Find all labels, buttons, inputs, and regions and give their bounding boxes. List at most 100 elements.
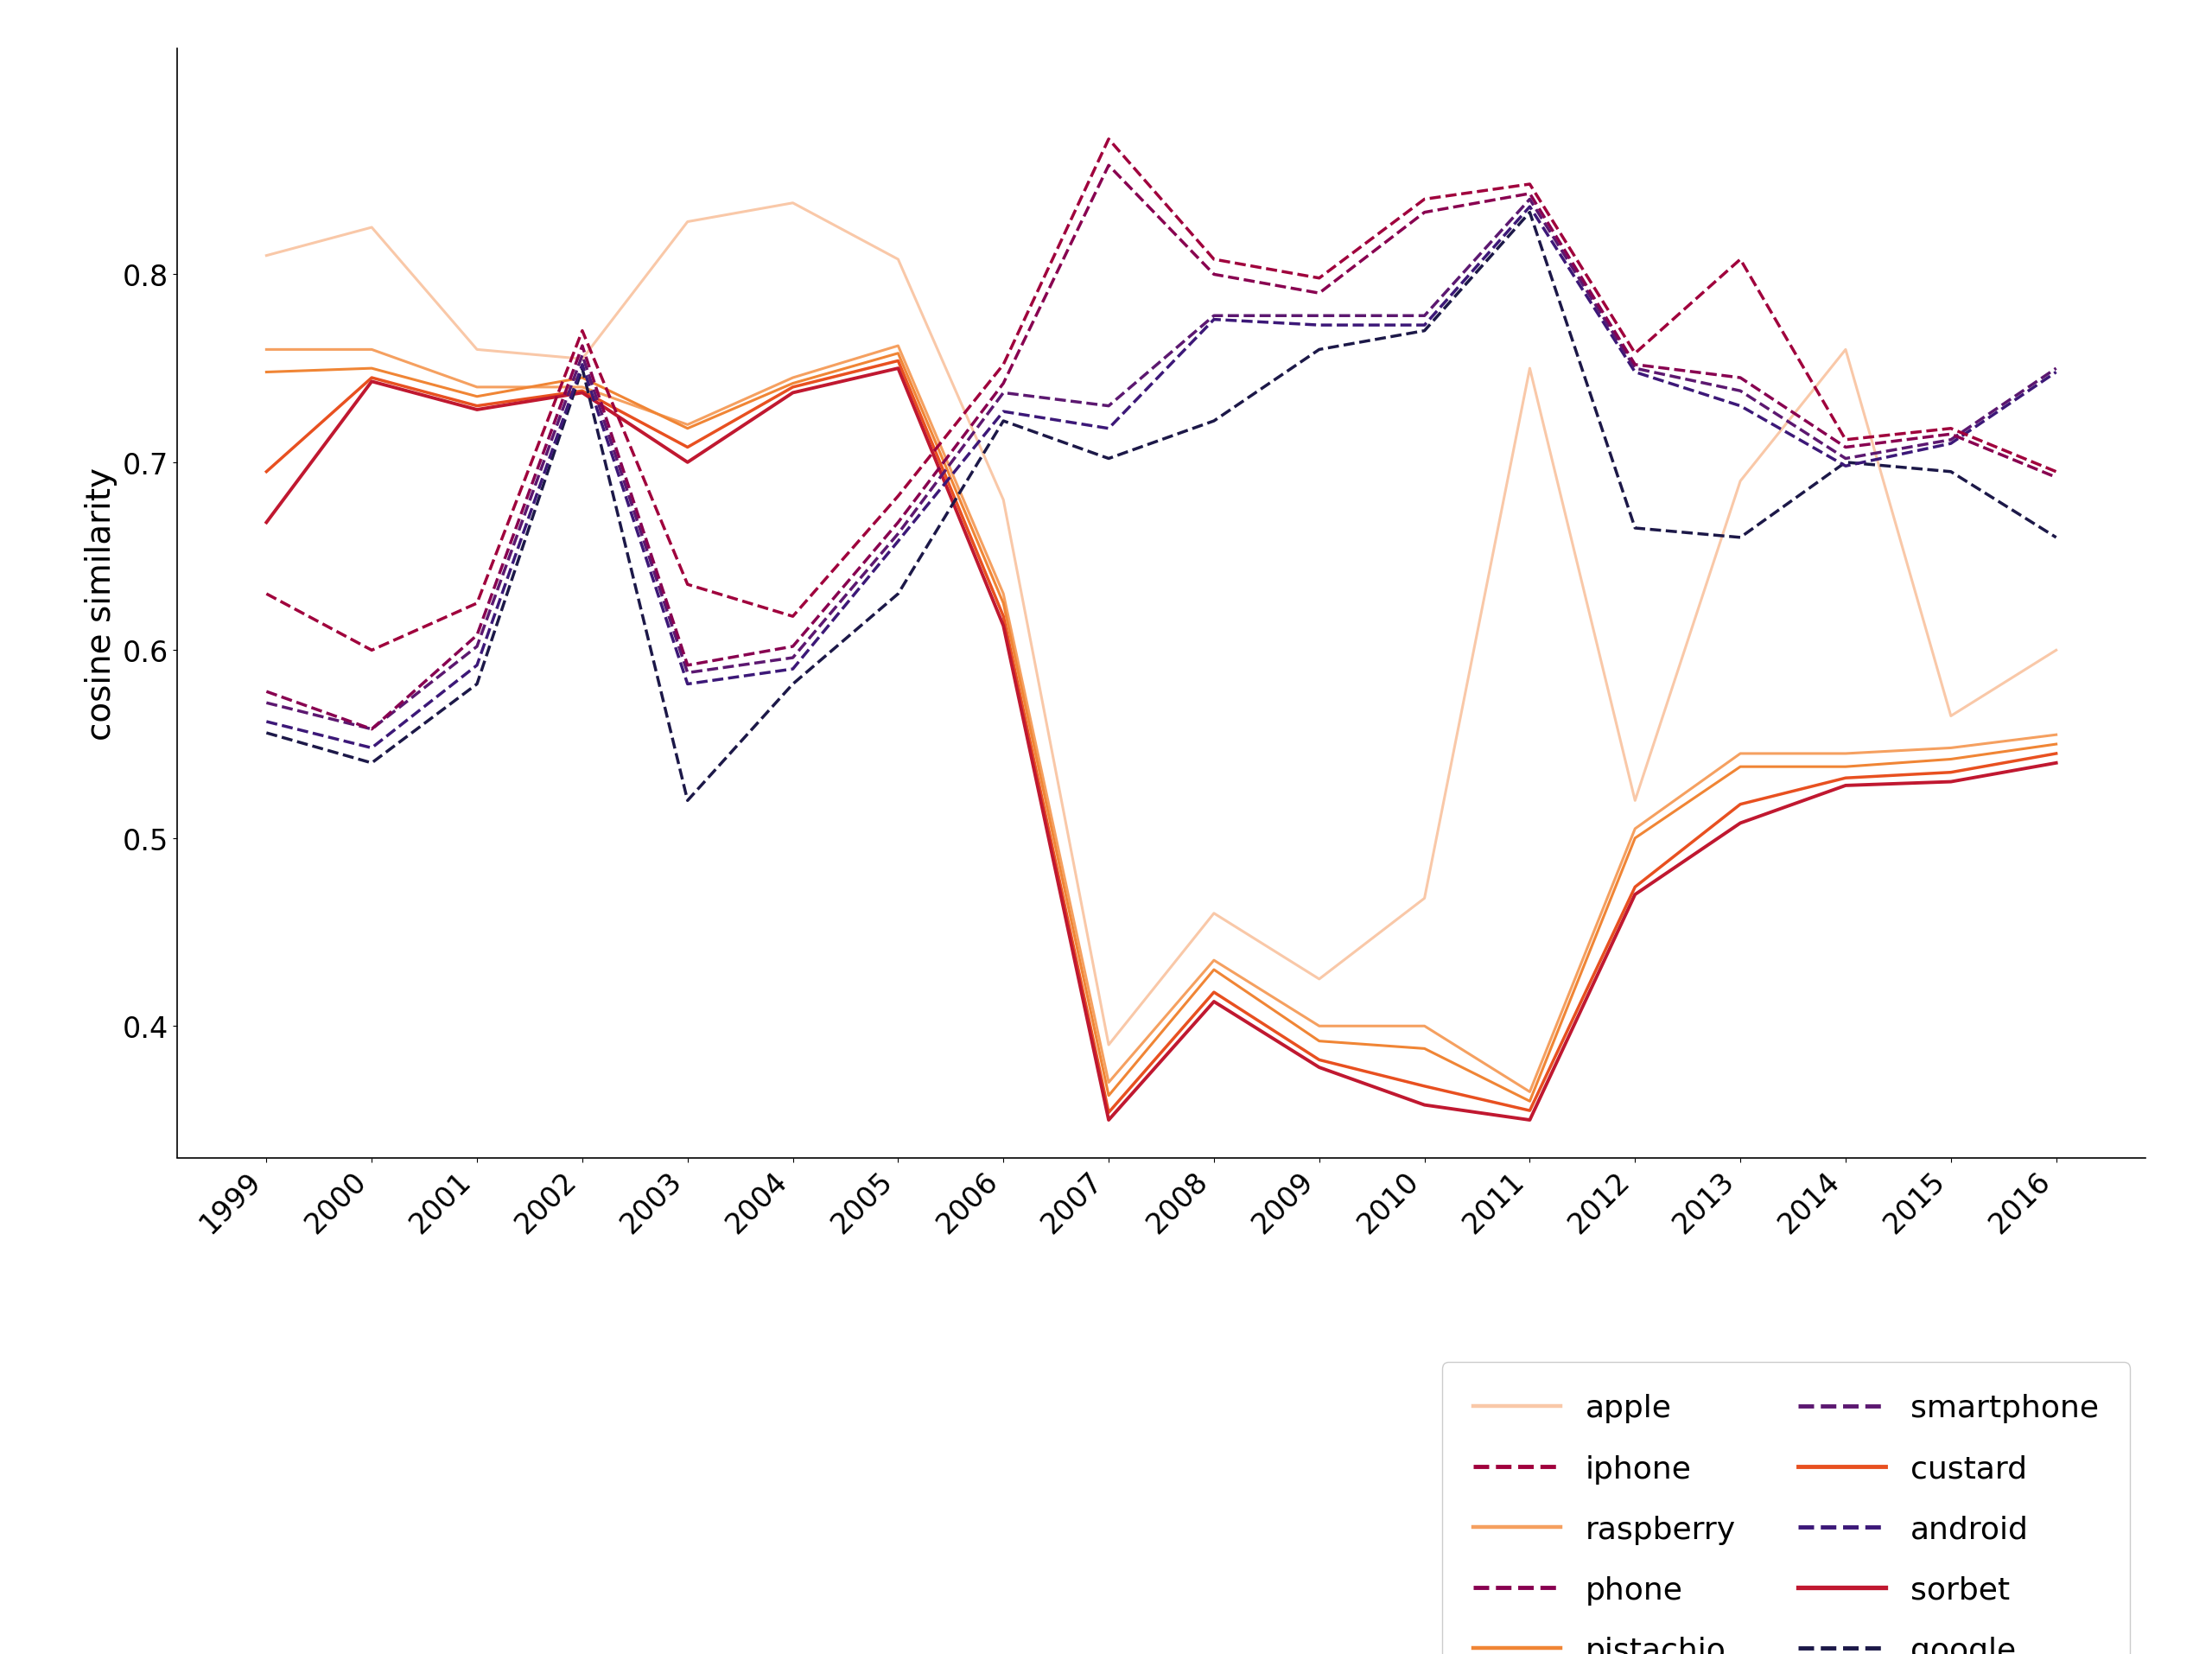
pistachio — [1517, 1092, 1544, 1111]
smartphone — [1305, 306, 1332, 326]
phone — [1832, 438, 1858, 458]
phone — [1517, 184, 1544, 203]
Line: iphone: iphone — [265, 141, 2057, 650]
sorbet — [885, 359, 911, 379]
sorbet — [358, 372, 385, 392]
iphone — [1517, 175, 1544, 195]
apple — [252, 246, 279, 266]
android — [1517, 197, 1544, 217]
custard — [1095, 1103, 1121, 1123]
raspberry — [779, 369, 805, 389]
smartphone — [675, 663, 701, 683]
phone — [1728, 369, 1754, 389]
smartphone — [358, 719, 385, 739]
raspberry — [568, 377, 595, 397]
google — [465, 675, 491, 695]
Line: apple: apple — [265, 203, 2057, 1045]
google — [1621, 519, 1648, 539]
pistachio — [2044, 734, 2070, 754]
Line: sorbet: sorbet — [265, 369, 2057, 1120]
apple — [885, 250, 911, 270]
pistachio — [779, 374, 805, 394]
google — [1201, 412, 1228, 432]
custard — [1728, 796, 1754, 815]
android — [675, 675, 701, 695]
android — [358, 738, 385, 758]
iphone — [675, 576, 701, 595]
google — [1832, 453, 1858, 473]
raspberry — [1305, 1017, 1332, 1037]
raspberry — [358, 341, 385, 361]
iphone — [779, 607, 805, 627]
custard — [465, 397, 491, 417]
phone — [991, 374, 1018, 394]
raspberry — [675, 415, 701, 435]
phone — [1938, 425, 1964, 445]
smartphone — [465, 637, 491, 657]
custard — [568, 382, 595, 402]
smartphone — [2044, 359, 2070, 379]
raspberry — [1411, 1017, 1438, 1037]
google — [1095, 450, 1121, 470]
apple — [1095, 1035, 1121, 1055]
sorbet — [1517, 1110, 1544, 1130]
sorbet — [1832, 776, 1858, 796]
phone — [885, 513, 911, 533]
iphone — [568, 321, 595, 341]
android — [252, 713, 279, 733]
apple — [465, 341, 491, 361]
sorbet — [675, 453, 701, 473]
smartphone — [1517, 190, 1544, 210]
raspberry — [1728, 744, 1754, 764]
apple — [1938, 706, 1964, 726]
Line: google: google — [265, 213, 2057, 801]
pistachio — [1201, 959, 1228, 979]
google — [358, 754, 385, 774]
custard — [1411, 1077, 1438, 1097]
smartphone — [1938, 430, 1964, 450]
sorbet — [465, 400, 491, 420]
apple — [1728, 471, 1754, 491]
raspberry — [1938, 738, 1964, 758]
pistachio — [1621, 829, 1648, 849]
google — [1938, 463, 1964, 483]
smartphone — [991, 384, 1018, 404]
iphone — [1621, 344, 1648, 364]
google — [779, 675, 805, 695]
custard — [779, 377, 805, 397]
google — [2044, 528, 2070, 547]
sorbet — [1728, 814, 1754, 834]
iphone — [358, 640, 385, 660]
raspberry — [252, 341, 279, 361]
iphone — [1728, 250, 1754, 270]
phone — [568, 336, 595, 356]
Legend: apple, iphone, raspberry, phone, pistachio, smartphone, custard, android, sorbet: apple, iphone, raspberry, phone, pistach… — [1442, 1363, 2130, 1654]
Line: smartphone: smartphone — [265, 200, 2057, 729]
Line: phone: phone — [265, 165, 2057, 729]
custard — [885, 352, 911, 372]
custard — [991, 607, 1018, 627]
raspberry — [465, 377, 491, 397]
smartphone — [1621, 359, 1648, 379]
google — [675, 791, 701, 810]
pistachio — [1411, 1039, 1438, 1059]
phone — [1095, 155, 1121, 175]
custard — [2044, 744, 2070, 764]
google — [1728, 528, 1754, 547]
raspberry — [1832, 744, 1858, 764]
sorbet — [1095, 1110, 1121, 1130]
phone — [779, 637, 805, 657]
pistachio — [1938, 749, 1964, 769]
iphone — [1938, 418, 1964, 438]
phone — [675, 655, 701, 675]
iphone — [1411, 190, 1438, 210]
Line: raspberry: raspberry — [265, 346, 2057, 1092]
apple — [675, 212, 701, 232]
google — [568, 359, 595, 379]
phone — [358, 719, 385, 739]
iphone — [252, 584, 279, 604]
Line: pistachio: pistachio — [265, 354, 2057, 1102]
custard — [1938, 762, 1964, 782]
pistachio — [991, 594, 1018, 614]
custard — [1305, 1050, 1332, 1070]
